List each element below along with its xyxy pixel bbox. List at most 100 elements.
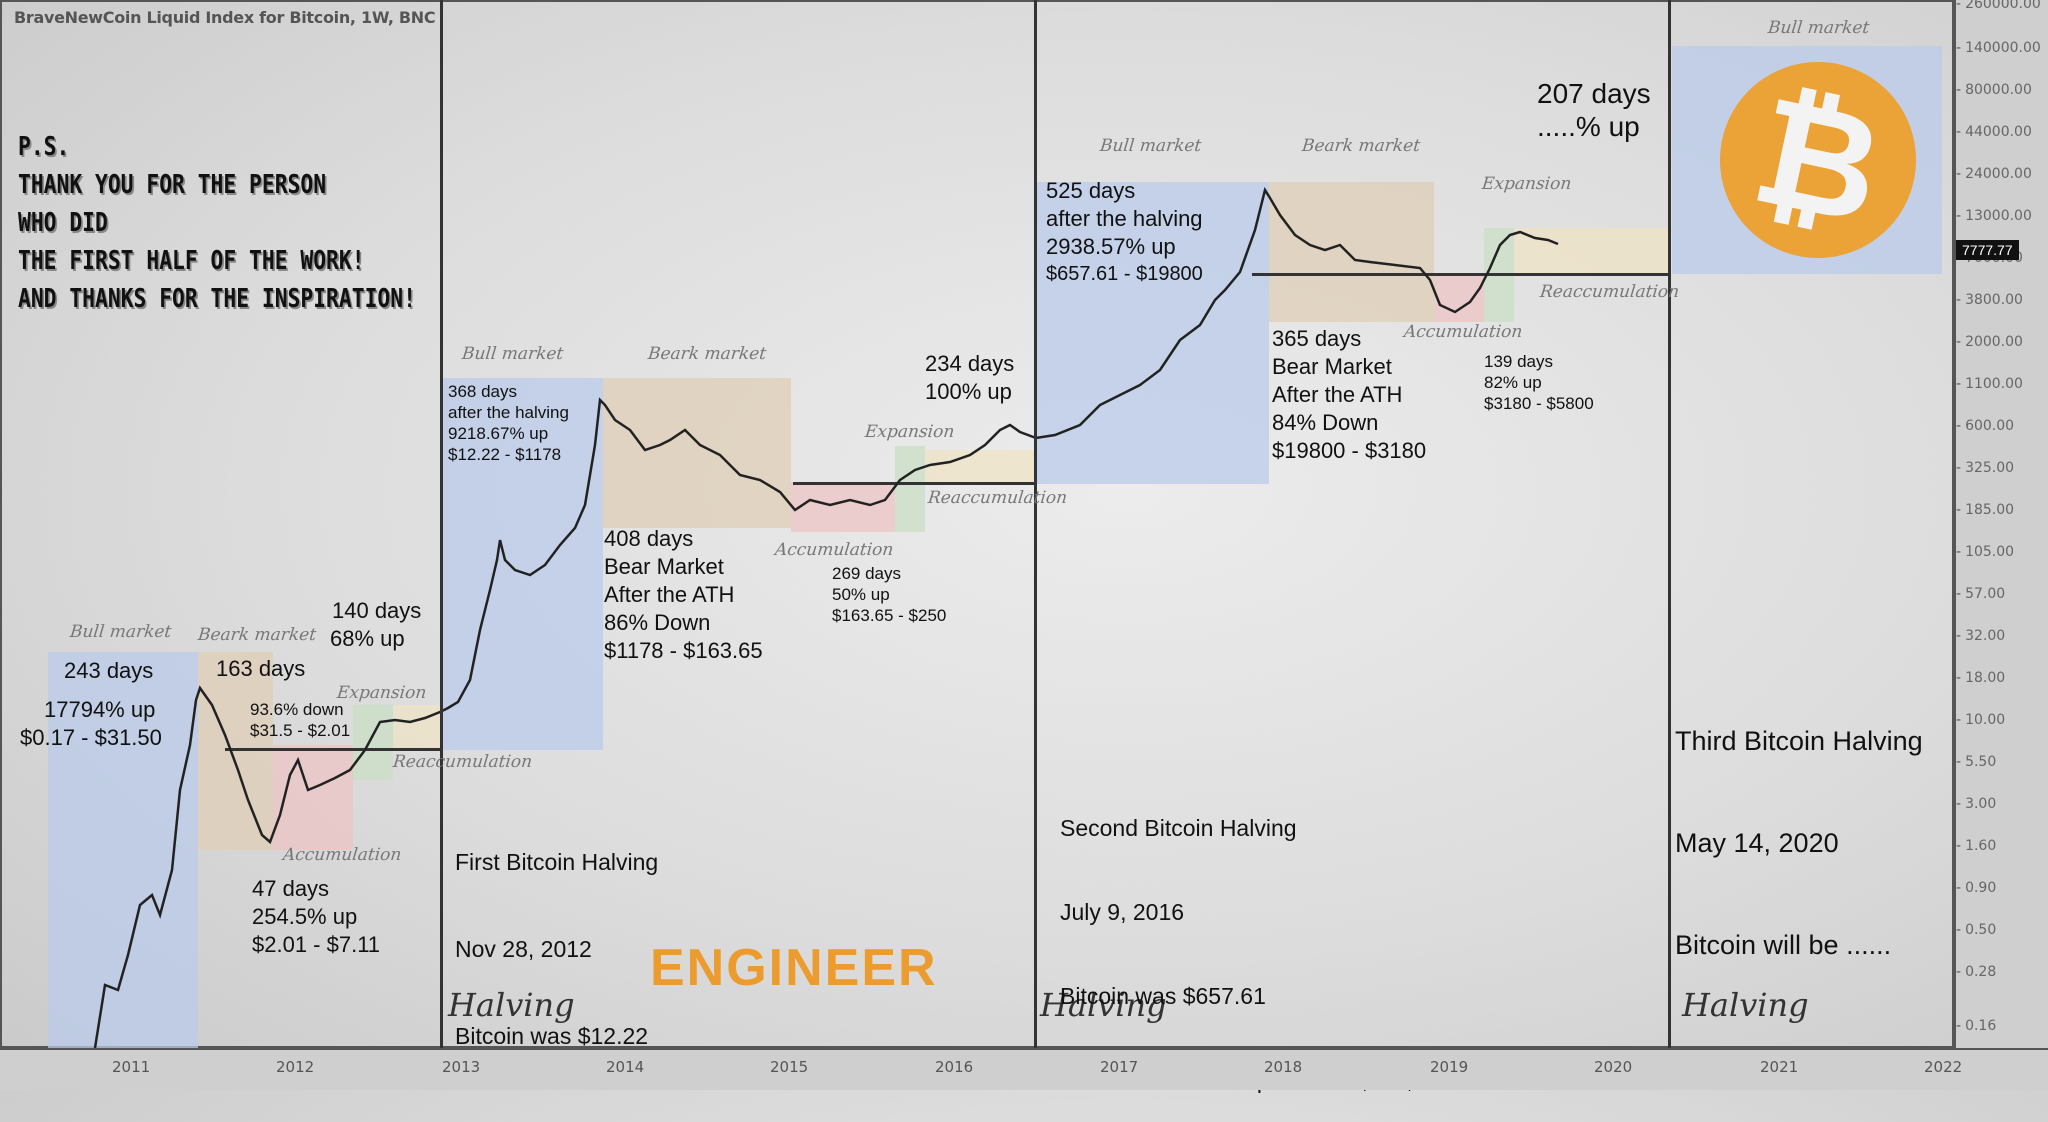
x-tick: 2014 — [606, 1058, 645, 1076]
y-tick: 105.00 — [1956, 544, 2014, 560]
annotation-bull-2-pct: 9218.67% up — [448, 424, 549, 443]
note-line: THANK YOU FOR THE PERSON — [18, 170, 327, 200]
y-tick: 18.00 — [1956, 670, 2005, 686]
annotation-acc-3-pct: 82% up — [1484, 373, 1542, 392]
halving-2-price: Bitcoin was $657.61 — [1060, 983, 1266, 1009]
note-line: THE FIRST HALF OF THE WORK! — [18, 246, 365, 276]
thanks-note: P.S. THANK YOU FOR THE PERSON WHO DID TH… — [18, 128, 416, 318]
y-tick: 44000.00 — [1956, 124, 2032, 140]
y-tick: 325.00 — [1956, 460, 2014, 476]
annotation-bear-2-title: Bear Market — [604, 554, 724, 579]
halving-label-3: Halving — [1682, 986, 1809, 1024]
chart-title: BraveNewCoin Liquid Index for Bitcoin, 1… — [14, 8, 436, 27]
support-line-1 — [225, 748, 441, 751]
annotation-bull-2-range: $12.22 - $1178 — [448, 445, 562, 464]
x-tick: 2022 — [1924, 1058, 1963, 1076]
annotation-bear-3-note: After the ATH — [1272, 382, 1403, 407]
x-tick: 2018 — [1264, 1058, 1303, 1076]
annotation-bear-3-days: 365 days — [1272, 326, 1362, 351]
annotation-bear-2-days: 408 days — [604, 526, 694, 551]
annotation-acc-3-days: 139 days — [1484, 352, 1553, 371]
time-axis[interactable] — [0, 1048, 2048, 1090]
zone-reaccumulation-2 — [925, 450, 1035, 482]
annotation-acc-1-pct: 254.5% up — [252, 904, 358, 929]
x-tick: 2019 — [1430, 1058, 1469, 1076]
zone-label-expansion: Expansion — [1480, 174, 1573, 194]
annotation-exp-3-days: 207 days — [1537, 78, 1651, 109]
y-tick: 0.50 — [1956, 922, 1996, 938]
zone-label-accumulation: Accumulation — [1402, 322, 1524, 342]
annotation-exp-1-days: 140 days — [332, 598, 422, 623]
zone-label-bull: Bull market — [1766, 18, 1871, 38]
annotation-bear-1-range: $31.5 - $2.01 — [250, 721, 351, 740]
price-line — [93, 186, 1559, 1048]
zone-reaccumulation-3 — [1514, 228, 1668, 274]
annotation-bear-3-range: $19800 - $3180 — [1272, 438, 1427, 463]
chart-frame — [0, 0, 1954, 1048]
y-tick: 3.00 — [1956, 796, 1996, 812]
halving-2-title: Second Bitcoin Halving — [1060, 815, 1297, 841]
y-tick: 0.90 — [1956, 880, 1996, 896]
annotation-exp-2-days: 234 days — [925, 351, 1015, 376]
zone-accumulation-3 — [1434, 274, 1484, 322]
annotation-acc-2-days: 269 days — [832, 564, 901, 583]
engineer-logo: ENGINEER — [650, 939, 938, 997]
halving-1-date: Nov 28, 2012 — [455, 936, 592, 962]
annotation-bear-1-days: 163 days — [216, 656, 306, 681]
annotation-bear-2-range: $1178 - $163.65 — [604, 638, 763, 663]
y-tick: 32.00 — [1956, 628, 2005, 644]
y-tick: 0.28 — [1956, 964, 1996, 980]
zone-accumulation-1 — [273, 745, 353, 850]
annotation-acc-2-pct: 50% up — [832, 585, 890, 604]
y-tick: 260000.00 — [1956, 0, 2041, 12]
support-line-2 — [793, 482, 1035, 485]
y-tick: 2000.00 — [1956, 334, 2023, 350]
x-tick: 2020 — [1594, 1058, 1633, 1076]
zone-label-reaccumulation: Reaccumulation — [926, 488, 1069, 508]
halving-3-date: May 14, 2020 — [1675, 828, 1839, 858]
current-price-tag: 7777.77 — [1956, 240, 2019, 260]
annotation-exp-1-pct: 68% up — [330, 626, 405, 651]
annotation-acc-2-range: $163.65 - $250 — [832, 606, 947, 625]
halving-3-price: Bitcoin will be ...... — [1675, 930, 1892, 960]
y-tick: 140000.00 — [1956, 40, 2041, 56]
annotation-exp-2-pct: 100% up — [925, 379, 1012, 404]
annotation-bull-1-pct: 17794% up — [44, 697, 156, 722]
y-tick: 185.00 — [1956, 502, 2014, 518]
y-tick: 24000.00 — [1956, 166, 2032, 182]
x-tick: 2011 — [112, 1058, 151, 1076]
annotation-bull-3-pct: 2938.57% up — [1046, 234, 1176, 259]
halving-2-date: July 9, 2016 — [1060, 899, 1185, 925]
bitcoin-logo-icon: ₿ — [1720, 62, 1916, 258]
zone-bear-2 — [603, 378, 791, 528]
halving-info-1: First Bitcoin Halving Nov 28, 2012 Bitco… — [455, 790, 658, 1080]
note-line: WHO DID — [18, 208, 108, 238]
halving-line-2 — [1034, 0, 1037, 1048]
zone-label-reaccumulation: Reaccumulation — [1538, 282, 1681, 302]
zone-label-bear: Beark market — [646, 344, 768, 364]
halving-1-price: Bitcoin was $12.22 — [455, 1023, 649, 1049]
y-tick: 10.00 — [1956, 712, 2005, 728]
x-tick: 2013 — [442, 1058, 481, 1076]
halving-line-1 — [440, 0, 443, 1048]
zone-expansion-2 — [895, 446, 925, 532]
y-tick: 57.00 — [1956, 586, 2005, 602]
y-tick: 1100.00 — [1956, 376, 2023, 392]
zone-label-reaccumulation: Reaccumulation — [391, 752, 534, 772]
zone-reaccumulation-1 — [393, 705, 441, 750]
annotation-acc-3-range: $3180 - $5800 — [1484, 394, 1594, 413]
zone-label-expansion: Expansion — [863, 422, 956, 442]
halving-1-title: First Bitcoin Halving — [455, 849, 659, 875]
annotation-bull-3-days: 525 days — [1046, 178, 1136, 203]
zone-bull-3 — [1036, 182, 1269, 484]
halving-3-title: Third Bitcoin Halving — [1675, 726, 1923, 756]
note-line: P.S. — [18, 132, 70, 162]
x-tick: 2017 — [1100, 1058, 1139, 1076]
x-tick: 2015 — [770, 1058, 809, 1076]
annotation-bear-3-title: Bear Market — [1272, 354, 1392, 379]
zone-label-accumulation: Accumulation — [773, 540, 895, 560]
annotation-bear-1-pct: 93.6% down — [250, 700, 344, 719]
zone-label-bear: Beark market — [196, 625, 318, 645]
y-tick: 80000.00 — [1956, 82, 2032, 98]
support-line-3 — [1252, 273, 1668, 276]
